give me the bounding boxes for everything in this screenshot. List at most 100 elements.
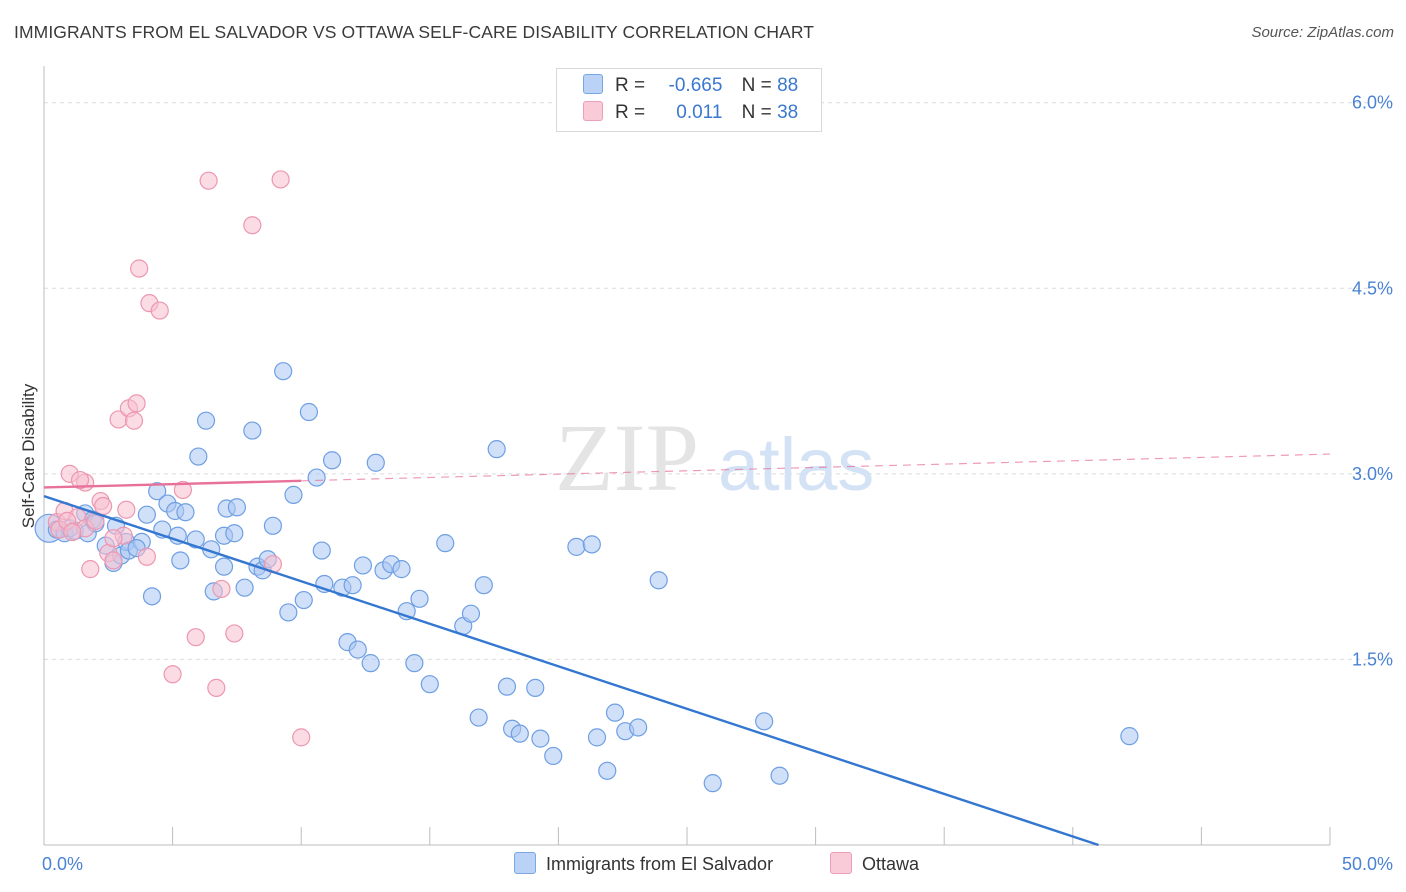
- data-point: [263, 516, 283, 535]
- data-point: [526, 678, 545, 697]
- data-point: [137, 505, 156, 524]
- data-point: [186, 628, 205, 647]
- data-point: [531, 729, 550, 748]
- series-ottawa-points: [47, 170, 311, 747]
- data-point: [199, 171, 218, 190]
- legend-r-label: R =: [615, 102, 646, 123]
- data-point: [605, 703, 625, 722]
- chart-title: IMMIGRANTS FROM EL SALVADOR VS OTTAWA SE…: [14, 22, 815, 42]
- data-point: [405, 654, 424, 673]
- legend-swatch-pink: [583, 101, 603, 121]
- data-point: [279, 603, 298, 622]
- data-point: [292, 728, 311, 747]
- data-point: [124, 411, 144, 430]
- legend-n-value: 88: [777, 75, 799, 96]
- data-point: [117, 500, 136, 519]
- legend-swatch-blue: [583, 74, 603, 94]
- data-point: [94, 496, 113, 516]
- data-point: [474, 576, 493, 595]
- data-point: [171, 551, 190, 570]
- data-point: [274, 362, 293, 381]
- y-tick-label: 3.0%: [1352, 464, 1393, 484]
- data-point: [227, 498, 246, 517]
- legend-row-el-salvador: R = -0.665 N = 88: [583, 74, 798, 100]
- data-point: [392, 560, 411, 579]
- data-point: [307, 468, 326, 487]
- legend-row-ottawa: R = 0.011 N = 38: [583, 101, 798, 127]
- data-point: [189, 447, 208, 466]
- y-axis-label: Self-Care Disability: [19, 383, 38, 528]
- x-tick-label: 0.0%: [42, 854, 83, 874]
- bottom-legend-el-salvador: Immigrants from El Salvador: [514, 852, 773, 875]
- data-point: [142, 587, 162, 606]
- trend-line-el-salvador: [43, 494, 1099, 847]
- chart-source: Source: ZipAtlas.com: [1251, 24, 1394, 41]
- correlation-legend: R = -0.665 N = 88 R = 0.011 N = 38: [556, 68, 822, 132]
- data-point: [104, 529, 123, 548]
- data-point: [150, 301, 169, 320]
- data-point: [567, 537, 586, 556]
- legend-n-label: N =: [741, 102, 772, 123]
- legend-n-value: 38: [777, 102, 799, 123]
- watermark-atlas: atlas: [718, 423, 874, 506]
- data-point: [366, 453, 385, 472]
- watermark: ZIP atlas: [555, 404, 874, 511]
- grid-lines: [44, 102, 1370, 660]
- bottom-legend-ottawa: Ottawa: [830, 852, 919, 875]
- data-point: [235, 578, 254, 597]
- data-point: [487, 440, 506, 459]
- data-point: [299, 402, 319, 422]
- data-point: [770, 766, 789, 785]
- bottom-legend-label-el-salvador: Immigrants from El Salvador: [546, 854, 774, 874]
- trend-line-ottawa: [43, 479, 302, 489]
- data-point: [410, 589, 429, 608]
- data-point: [755, 712, 774, 731]
- y-tick-label: 4.5%: [1352, 278, 1393, 298]
- data-point: [598, 761, 617, 780]
- data-point: [243, 421, 262, 440]
- legend-r-value: 0.011: [676, 102, 723, 123]
- data-point: [137, 547, 156, 566]
- data-point: [81, 560, 100, 579]
- data-point: [148, 482, 167, 501]
- data-point: [469, 708, 488, 727]
- bottom-legend-swatch-pink: [830, 852, 852, 874]
- y-tick-labels: 1.5% 3.0% 4.5% 6.0%: [1352, 93, 1393, 670]
- data-point: [629, 718, 648, 737]
- data-point: [361, 654, 380, 673]
- data-point: [420, 675, 439, 694]
- data-point: [436, 534, 455, 553]
- data-point: [63, 522, 82, 542]
- data-point: [497, 677, 517, 696]
- data-point: [353, 556, 373, 575]
- data-point: [1120, 727, 1139, 746]
- data-point: [127, 394, 146, 413]
- x-tick-label: 50.0%: [1342, 854, 1393, 874]
- data-point: [703, 774, 722, 793]
- data-point: [322, 451, 342, 470]
- data-point: [163, 665, 182, 684]
- data-point: [348, 640, 367, 659]
- data-point: [214, 557, 234, 576]
- trend-lines: [43, 453, 1331, 847]
- x-tick-labels: 0.0% 50.0%: [42, 854, 1393, 874]
- bottom-legend-label-ottawa: Ottawa: [862, 854, 920, 874]
- bottom-legend-swatch-blue: [514, 852, 536, 874]
- legend-r-value: -0.665: [668, 75, 723, 96]
- data-point: [176, 503, 195, 522]
- data-point: [510, 724, 529, 743]
- legend-r-label: R =: [615, 75, 646, 96]
- data-point: [343, 576, 362, 595]
- data-point: [173, 480, 192, 500]
- data-point: [649, 571, 668, 590]
- data-point: [225, 524, 244, 543]
- data-point: [284, 485, 303, 505]
- watermark-zip: ZIP: [555, 404, 699, 511]
- data-point: [587, 728, 607, 747]
- data-point: [243, 216, 262, 235]
- y-tick-label: 6.0%: [1352, 93, 1393, 113]
- data-point: [225, 624, 244, 643]
- data-point: [70, 470, 90, 490]
- data-point: [104, 551, 123, 570]
